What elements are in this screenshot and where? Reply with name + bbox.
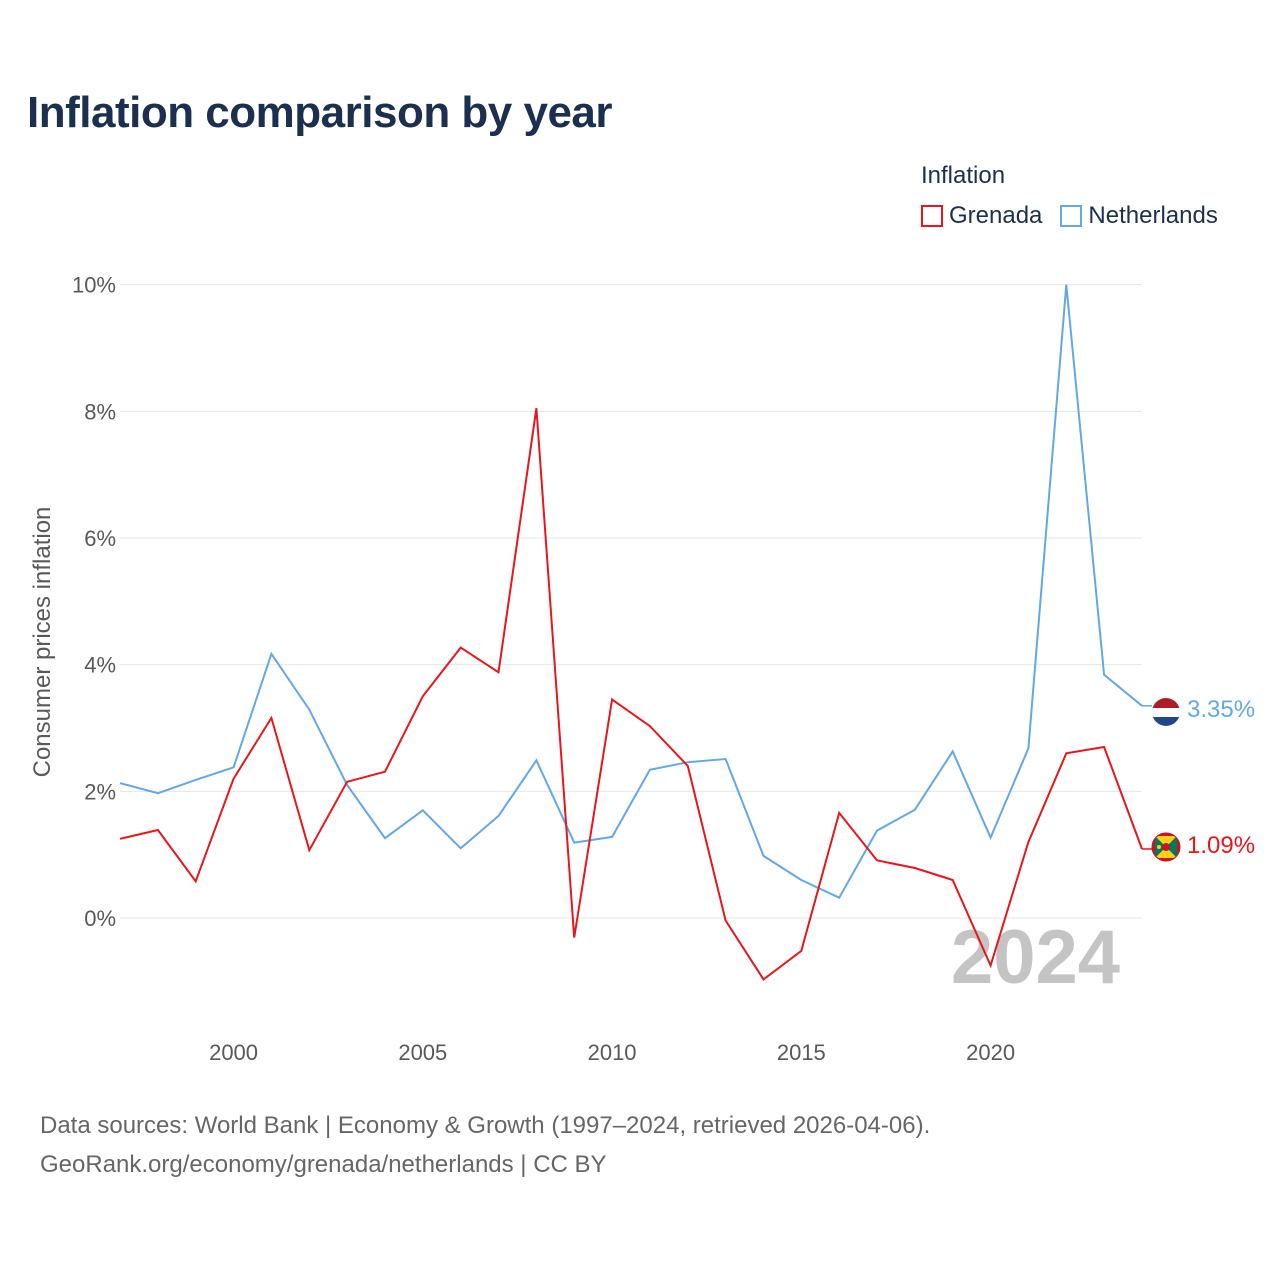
legend-item-netherlands[interactable]: Netherlands xyxy=(1060,202,1218,230)
x-tick-label: 2005 xyxy=(398,1040,447,1065)
end-label-grenada: 1.09% xyxy=(1187,832,1255,859)
series-line-netherlands[interactable] xyxy=(119,284,1143,899)
end-label-netherlands: 3.35% xyxy=(1187,696,1255,723)
legend: Inflation Grenada Netherlands xyxy=(921,162,1218,230)
source-note: Data sources: World Bank | Economy & Gro… xyxy=(40,1106,930,1184)
y-tick-label: 0% xyxy=(84,906,116,931)
legend-swatch-grenada xyxy=(921,205,943,227)
source-line-1: Data sources: World Bank | Economy & Gro… xyxy=(40,1112,931,1139)
netherlands-flag-icon xyxy=(1152,698,1180,726)
legend-swatch-netherlands xyxy=(1060,205,1083,227)
grenada-flag-icon xyxy=(1151,832,1181,862)
x-tick-label: 2010 xyxy=(588,1040,637,1065)
y-tick-label: 4% xyxy=(84,653,116,678)
series-line-grenada[interactable] xyxy=(119,408,1143,981)
source-line-2[interactable]: GeoRank.org/economy/grenada/netherlands … xyxy=(40,1151,607,1178)
y-axis-title: Consumer prices inflation xyxy=(29,507,56,778)
x-tick-label: 2020 xyxy=(966,1040,1015,1065)
y-tick-label: 8% xyxy=(84,399,116,424)
legend-title: Inflation xyxy=(921,162,1006,189)
y-tick-label: 10% xyxy=(72,273,116,298)
chart-title: Inflation comparison by year xyxy=(27,88,613,137)
legend-label-netherlands: Netherlands xyxy=(1088,202,1218,229)
year-watermark: 2024 xyxy=(951,915,1120,1000)
x-tick-label: 2000 xyxy=(209,1040,258,1065)
y-tick-label: 6% xyxy=(84,526,116,551)
legend-item-grenada[interactable]: Grenada xyxy=(921,202,1042,230)
legend-label-grenada: Grenada xyxy=(949,202,1043,229)
x-tick-label: 2015 xyxy=(777,1040,826,1065)
y-tick-label: 2% xyxy=(84,779,116,804)
